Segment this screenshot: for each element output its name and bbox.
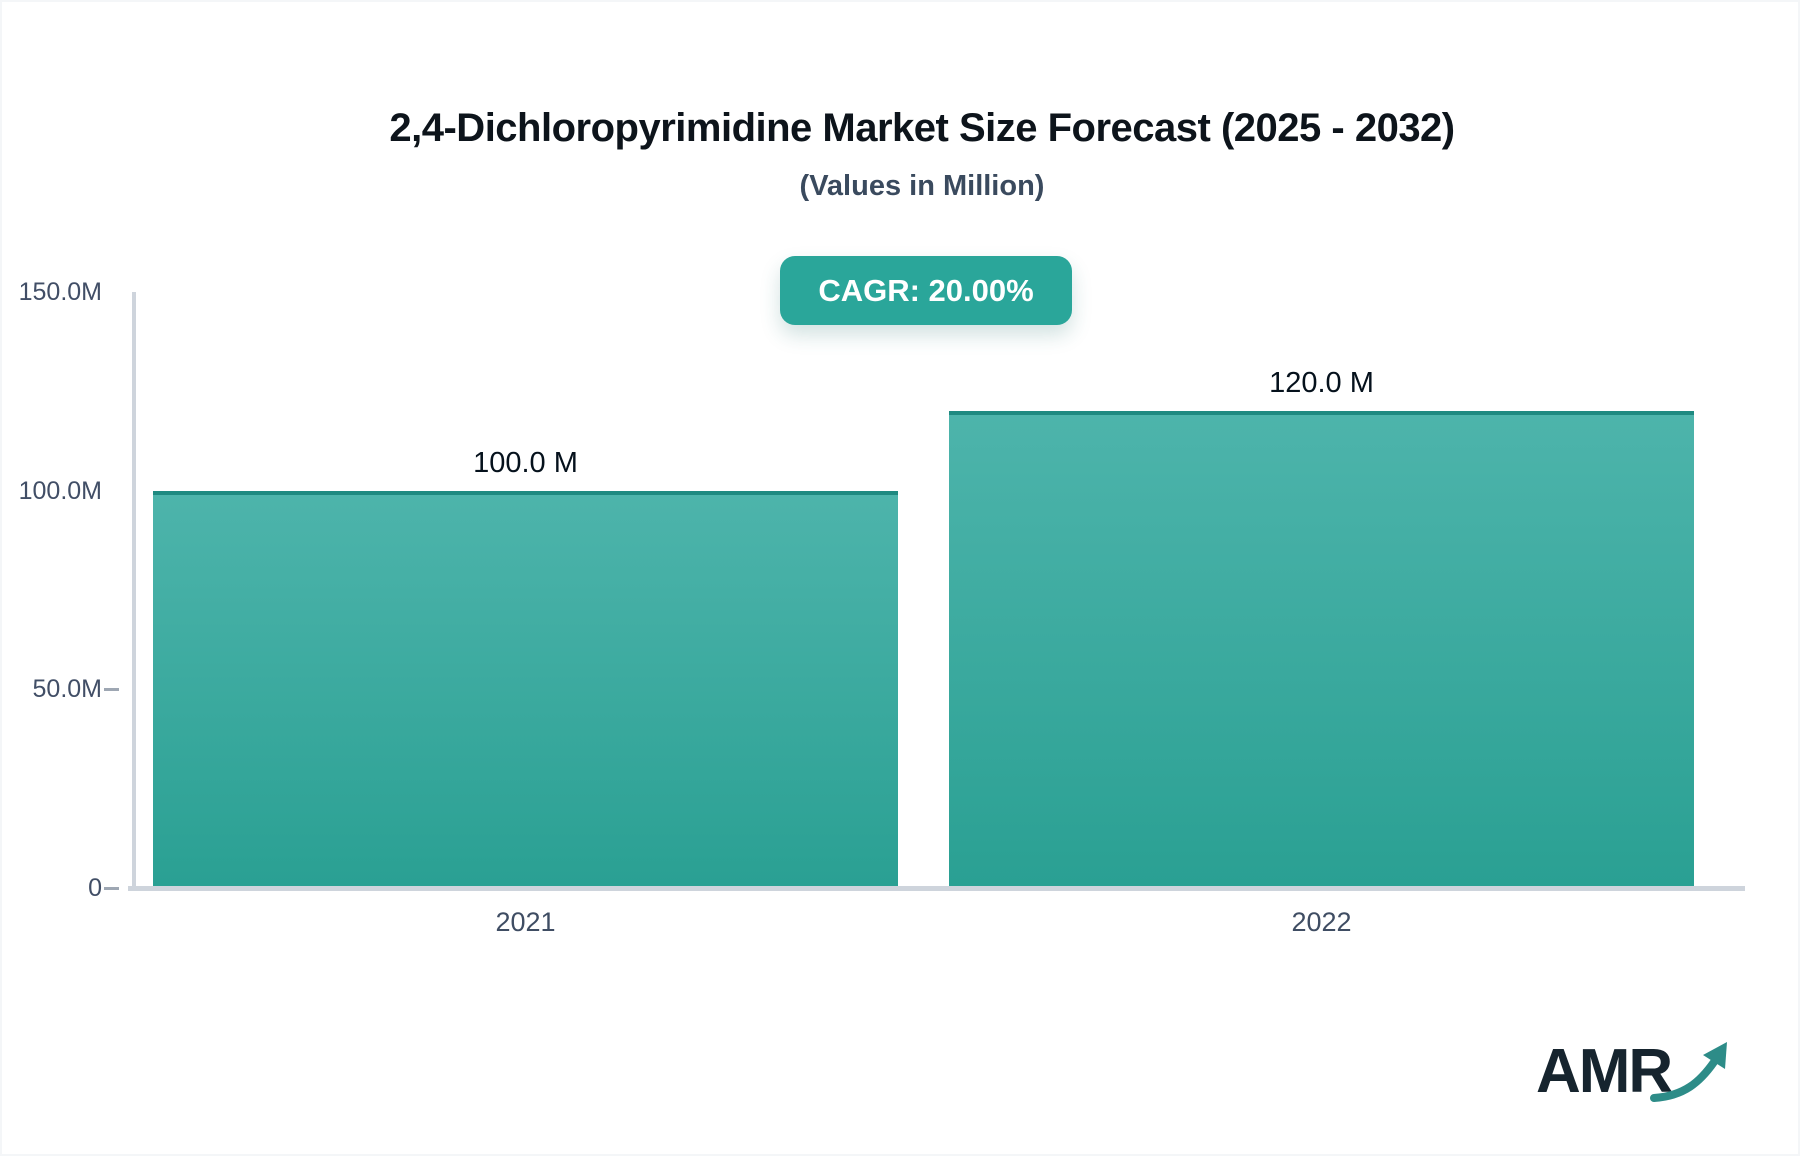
y-axis-tick-label: 0 bbox=[88, 874, 102, 902]
x-axis-label: 2022 bbox=[1291, 907, 1352, 937]
y-axis-line bbox=[132, 292, 136, 891]
chart-subtitle: (Values in Million) bbox=[799, 170, 1045, 202]
y-axis-tick-label: 100.0M bbox=[18, 476, 102, 505]
bar-value-label: 120.0 M bbox=[1269, 367, 1374, 400]
chart-title: 2,4-Dichloropyrimidine Market Size Forec… bbox=[389, 106, 1455, 150]
bar-2021[interactable] bbox=[153, 490, 898, 886]
bar-2022[interactable] bbox=[949, 411, 1694, 886]
amr-logo: AMR bbox=[1536, 1036, 1736, 1116]
bar-value-label: 100.0 M bbox=[473, 446, 578, 479]
y-axis-tick-dash bbox=[104, 688, 119, 692]
y-axis-tick-label: 150.0M bbox=[18, 278, 102, 306]
x-axis-line bbox=[128, 886, 1745, 891]
y-axis-tick-dash bbox=[104, 887, 119, 890]
x-axis-label: 2021 bbox=[495, 907, 556, 937]
cagr-badge: CAGR: 20.00% bbox=[780, 256, 1072, 325]
logo-text: AMR bbox=[1536, 1037, 1673, 1106]
logo-arrow-icon bbox=[1650, 1042, 1727, 1102]
y-axis-tick-label: 50.0M bbox=[32, 675, 102, 704]
